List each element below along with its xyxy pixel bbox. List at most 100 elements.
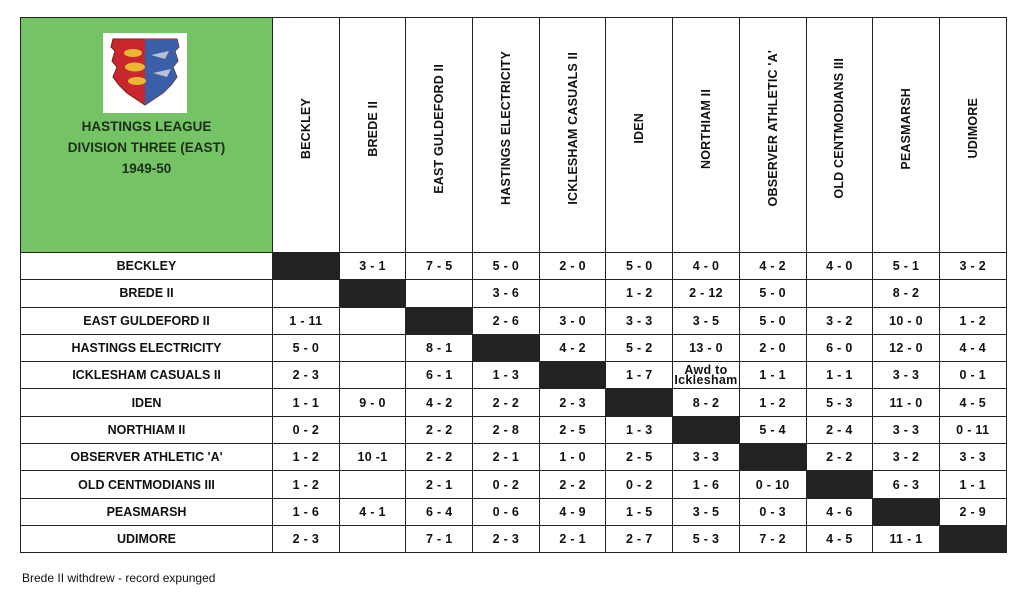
result-cell: 3 - 6 <box>472 279 540 308</box>
result-cell: 3 - 3 <box>872 415 940 445</box>
blank-self-cell <box>805 470 874 499</box>
result-cell: 3 - 3 <box>872 361 940 390</box>
result-cell <box>338 361 407 390</box>
blank-self-cell <box>538 361 607 390</box>
row-team-name: EAST GULDEFORD II <box>20 306 273 335</box>
title-line-league: HASTINGS LEAGUE <box>81 119 212 134</box>
result-cell: 1 - 2 <box>605 279 674 308</box>
row-team-name: PEASMARSH <box>20 497 273 526</box>
result-cell: 3 - 2 <box>805 306 874 335</box>
column-header-label: OBSERVER ATHLETIC 'A' <box>765 50 780 207</box>
result-cell: 2 - 3 <box>538 388 607 417</box>
result-cell: 7 - 5 <box>405 251 474 281</box>
result-cell <box>538 279 607 308</box>
result-cell: 3 - 2 <box>872 443 940 472</box>
row-team-name: UDIMORE <box>20 524 273 554</box>
result-cell: 2 - 2 <box>472 388 540 417</box>
result-cell: 4 - 0 <box>672 251 740 281</box>
result-cell: 1 - 1 <box>738 361 807 390</box>
result-cell <box>338 333 407 363</box>
result-cell: 3 - 5 <box>672 497 740 526</box>
result-cell <box>805 279 874 308</box>
result-cell: 5 - 3 <box>672 524 740 554</box>
column-header: BECKLEY <box>272 17 340 253</box>
result-cell: 3 - 3 <box>938 443 1007 472</box>
column-header: OLD CENTMODIANS III <box>805 17 874 253</box>
result-cell: 1 - 6 <box>672 470 740 499</box>
result-cell: 1 - 3 <box>605 415 674 445</box>
result-cell: 2 - 5 <box>605 443 674 472</box>
result-cell: 4 - 2 <box>538 333 607 363</box>
column-header: PEASMARSH <box>872 17 940 253</box>
result-cell: 4 - 9 <box>538 497 607 526</box>
blank-self-cell <box>338 279 407 308</box>
blank-self-cell <box>472 333 540 363</box>
result-cell <box>338 415 407 445</box>
result-cell <box>338 470 407 499</box>
row-team-name: NORTHIAM II <box>20 415 273 445</box>
column-header: NORTHIAM II <box>672 17 740 253</box>
result-cell: 2 - 2 <box>538 470 607 499</box>
result-cell: 0 - 3 <box>738 497 807 526</box>
blank-self-cell <box>272 251 340 281</box>
row-team-name: BREDE II <box>20 279 273 308</box>
result-cell: 2 - 1 <box>472 443 540 472</box>
column-header: OBSERVER ATHLETIC 'A' <box>738 17 807 253</box>
result-cell: 6 - 0 <box>805 333 874 363</box>
result-cell: 7 - 2 <box>738 524 807 554</box>
result-cell: 4 - 0 <box>805 251 874 281</box>
result-cell: 5 - 0 <box>605 251 674 281</box>
result-cell: 4 - 1 <box>338 497 407 526</box>
row-team-name: OLD CENTMODIANS III <box>20 470 273 499</box>
title-line-division: DIVISION THREE (EAST) <box>67 140 226 155</box>
blank-self-cell <box>405 306 474 335</box>
result-cell: 2 - 7 <box>605 524 674 554</box>
result-cell: 4 - 5 <box>938 388 1007 417</box>
column-header: BREDE II <box>338 17 407 253</box>
result-cell: 13 - 0 <box>672 333 740 363</box>
result-cell: 12 - 0 <box>872 333 940 363</box>
result-cell: 10 -1 <box>338 443 407 472</box>
result-cell <box>338 306 407 335</box>
column-header: EAST GULDEFORD II <box>405 17 474 253</box>
result-cell: 4 - 5 <box>805 524 874 554</box>
result-cell: 8 - 2 <box>872 279 940 308</box>
result-cell <box>272 279 340 308</box>
result-cell: 0 - 11 <box>938 415 1007 445</box>
result-cell: 2 - 0 <box>538 251 607 281</box>
result-cell: 1 - 0 <box>538 443 607 472</box>
result-cell: 11 - 1 <box>872 524 940 554</box>
result-cell: 3 - 1 <box>338 251 407 281</box>
result-cell: 2 - 5 <box>538 415 607 445</box>
column-header-label: BREDE II <box>365 100 380 157</box>
result-cell <box>338 524 407 554</box>
result-cell <box>938 279 1007 308</box>
result-cell: 5 - 1 <box>872 251 940 281</box>
result-cell: 1 - 7 <box>605 361 674 390</box>
result-cell: 6 - 1 <box>405 361 474 390</box>
result-cell: 0 - 1 <box>938 361 1007 390</box>
result-cell: 10 - 0 <box>872 306 940 335</box>
column-header-label: HASTINGS ELECTRICITY <box>498 51 513 206</box>
column-header-label: UDIMORE <box>965 98 980 159</box>
result-cell: 1 - 2 <box>938 306 1007 335</box>
result-cell: 4 - 4 <box>938 333 1007 363</box>
result-cell: 5 - 0 <box>738 306 807 335</box>
result-cell: 4 - 6 <box>805 497 874 526</box>
blank-self-cell <box>872 497 940 526</box>
result-cell: 2 - 3 <box>472 524 540 554</box>
result-cell: 2 - 12 <box>672 279 740 308</box>
row-team-name: ICKLESHAM CASUALS II <box>20 361 273 390</box>
result-cell: 2 - 6 <box>472 306 540 335</box>
row-team-name: IDEN <box>20 388 273 417</box>
result-cell: 5 - 3 <box>805 388 874 417</box>
result-cell: 1 - 2 <box>272 470 340 499</box>
